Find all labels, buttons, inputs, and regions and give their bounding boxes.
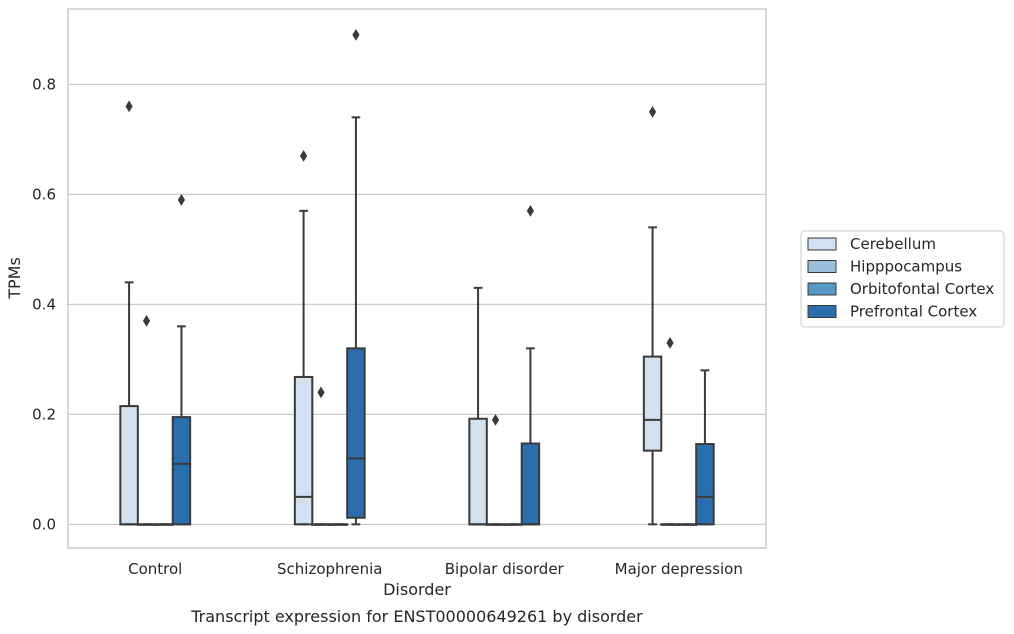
box-prefrontal-cortex xyxy=(346,29,366,526)
outlier-point xyxy=(299,150,308,162)
box-prefrontal-cortex xyxy=(520,205,541,526)
box xyxy=(642,355,663,452)
box xyxy=(346,347,366,519)
box-prefrontal-cortex xyxy=(171,194,192,526)
outlier-point xyxy=(491,414,500,426)
outlier-point xyxy=(125,100,133,113)
plot-frame xyxy=(67,8,767,549)
outlier-point xyxy=(177,194,186,206)
box-hipppocampus xyxy=(311,386,331,526)
box xyxy=(520,442,541,526)
legend-label: Cerebellum xyxy=(850,235,936,253)
y-tick-label: 0.6 xyxy=(32,185,56,203)
box-hipppocampus xyxy=(136,315,157,526)
x-tick-label: Major depression xyxy=(615,560,743,578)
x-tick-label: Bipolar disorder xyxy=(445,560,565,578)
box-orbitofontal-cortex xyxy=(503,523,523,526)
x-axis-label: Disorder xyxy=(383,580,451,599)
chart-title: Transcript expression for ENST0000064926… xyxy=(190,607,643,626)
box xyxy=(293,375,314,526)
box-plot-area xyxy=(119,29,715,526)
legend-swatch xyxy=(807,305,837,318)
box-cerebellum xyxy=(642,106,663,526)
legend: Cerebellum Hipppocampus Orbitofontal Corte… xyxy=(800,230,1005,328)
box-cerebellum xyxy=(119,100,139,526)
legend-swatch xyxy=(807,260,837,273)
legend-swatch xyxy=(807,237,837,251)
outlier-point xyxy=(666,337,674,349)
y-tick-label: 0.4 xyxy=(32,295,56,313)
legend-label: Hipppocampus xyxy=(850,258,962,276)
box-hipppocampus xyxy=(485,414,506,526)
box-prefrontal-cortex xyxy=(695,369,715,526)
y-tick-label: 0.8 xyxy=(32,75,56,93)
legend-swatch xyxy=(807,282,837,296)
box xyxy=(468,417,488,526)
box-cerebellum xyxy=(468,286,488,526)
x-tick-label: Schizophrenia xyxy=(277,560,382,578)
outlier-point xyxy=(317,386,325,399)
outlier-point xyxy=(648,106,657,118)
box xyxy=(119,405,139,526)
y-tick-label: 0.0 xyxy=(32,515,56,533)
box-orbitofontal-cortex xyxy=(154,523,174,526)
box xyxy=(695,443,715,526)
outlier-point xyxy=(142,315,151,327)
box xyxy=(171,416,192,526)
box-cerebellum xyxy=(293,150,314,526)
box-orbitofontal-cortex xyxy=(328,523,349,526)
x-tick-label: Control xyxy=(128,560,182,578)
outlier-point xyxy=(352,29,360,41)
x-axis-ticks: Control Schizophrenia Bipolar disorder Majo… xyxy=(128,560,743,578)
y-axis-ticks: 0.0 0.2 0.4 0.6 0.8 xyxy=(32,75,56,533)
legend-label: Prefrontal Cortex xyxy=(850,303,977,321)
y-tick-label: 0.2 xyxy=(32,405,56,423)
legend-label: Orbitofontal Cortex xyxy=(850,280,994,298)
box-hipppocampus xyxy=(660,337,680,526)
outlier-point xyxy=(526,205,535,217)
legend-frame xyxy=(800,230,1005,328)
y-axis-label: TPMs xyxy=(5,257,24,300)
box-orbitofontal-cortex xyxy=(677,523,698,526)
